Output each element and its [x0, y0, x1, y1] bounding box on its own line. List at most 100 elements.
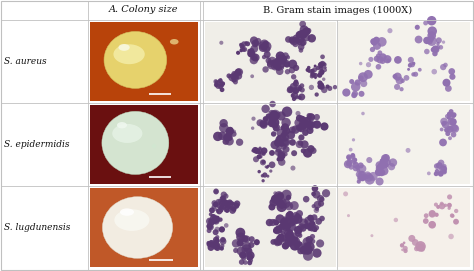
Circle shape — [451, 113, 456, 118]
Circle shape — [434, 163, 439, 169]
Circle shape — [274, 149, 282, 156]
Circle shape — [300, 83, 304, 88]
Circle shape — [280, 143, 287, 150]
Circle shape — [232, 130, 236, 133]
Circle shape — [252, 54, 260, 62]
Circle shape — [297, 248, 304, 254]
Circle shape — [280, 234, 288, 241]
Circle shape — [280, 58, 286, 65]
Circle shape — [303, 117, 311, 125]
Circle shape — [287, 235, 296, 244]
Bar — [205, 22, 337, 101]
Circle shape — [284, 223, 291, 230]
Circle shape — [296, 125, 303, 131]
Circle shape — [269, 117, 279, 128]
Circle shape — [259, 120, 267, 128]
Circle shape — [445, 85, 452, 92]
Circle shape — [284, 242, 289, 247]
Circle shape — [359, 174, 366, 181]
Circle shape — [294, 226, 302, 234]
Circle shape — [224, 223, 228, 228]
Circle shape — [418, 243, 425, 251]
Circle shape — [364, 173, 373, 182]
Circle shape — [236, 233, 246, 242]
Circle shape — [318, 84, 323, 89]
Circle shape — [220, 192, 227, 198]
Circle shape — [218, 217, 223, 222]
Circle shape — [266, 219, 273, 226]
Circle shape — [355, 165, 360, 170]
Circle shape — [319, 62, 322, 66]
Circle shape — [269, 117, 276, 124]
Circle shape — [292, 212, 299, 218]
Circle shape — [431, 69, 437, 75]
Circle shape — [304, 122, 310, 128]
Circle shape — [282, 238, 286, 243]
Circle shape — [290, 232, 298, 241]
Circle shape — [252, 147, 258, 153]
Circle shape — [440, 202, 444, 206]
Circle shape — [282, 222, 289, 229]
Circle shape — [268, 57, 277, 66]
Circle shape — [448, 136, 452, 140]
Circle shape — [322, 189, 330, 197]
Circle shape — [282, 130, 288, 136]
Circle shape — [226, 204, 229, 208]
Circle shape — [293, 80, 299, 87]
Circle shape — [304, 223, 310, 229]
Circle shape — [285, 232, 294, 240]
Circle shape — [220, 244, 224, 248]
Circle shape — [207, 242, 212, 247]
Circle shape — [262, 55, 266, 59]
Circle shape — [432, 46, 439, 53]
Circle shape — [233, 80, 238, 85]
Circle shape — [306, 28, 311, 33]
Circle shape — [275, 195, 281, 200]
Circle shape — [285, 227, 290, 231]
Circle shape — [297, 40, 302, 45]
Circle shape — [208, 244, 214, 251]
Circle shape — [439, 138, 447, 146]
Circle shape — [296, 31, 303, 38]
Circle shape — [284, 62, 290, 68]
Circle shape — [440, 118, 448, 125]
Circle shape — [239, 259, 245, 265]
Circle shape — [296, 210, 303, 217]
Circle shape — [424, 213, 428, 218]
Circle shape — [448, 204, 451, 207]
Circle shape — [219, 209, 223, 213]
Circle shape — [428, 26, 437, 36]
Circle shape — [287, 211, 293, 218]
Circle shape — [350, 154, 356, 159]
Circle shape — [366, 62, 371, 67]
Circle shape — [215, 216, 220, 220]
Circle shape — [220, 82, 223, 85]
Circle shape — [370, 234, 374, 237]
Circle shape — [222, 82, 225, 85]
Circle shape — [275, 66, 280, 71]
Circle shape — [152, 144, 156, 148]
Circle shape — [423, 21, 428, 25]
Circle shape — [442, 164, 447, 168]
Circle shape — [271, 195, 280, 204]
Circle shape — [322, 62, 327, 67]
Circle shape — [310, 239, 315, 244]
Circle shape — [273, 62, 280, 69]
Circle shape — [219, 226, 225, 233]
Circle shape — [215, 235, 219, 239]
Circle shape — [279, 238, 283, 243]
Circle shape — [432, 46, 439, 53]
Circle shape — [306, 68, 310, 72]
Circle shape — [247, 49, 252, 53]
Circle shape — [222, 138, 229, 145]
Circle shape — [291, 125, 300, 134]
Circle shape — [380, 158, 386, 164]
Circle shape — [306, 236, 313, 243]
Circle shape — [281, 218, 289, 225]
Circle shape — [447, 125, 452, 130]
Circle shape — [307, 70, 310, 73]
Circle shape — [314, 77, 317, 79]
Circle shape — [298, 233, 302, 238]
Circle shape — [308, 227, 312, 231]
Circle shape — [239, 43, 245, 49]
